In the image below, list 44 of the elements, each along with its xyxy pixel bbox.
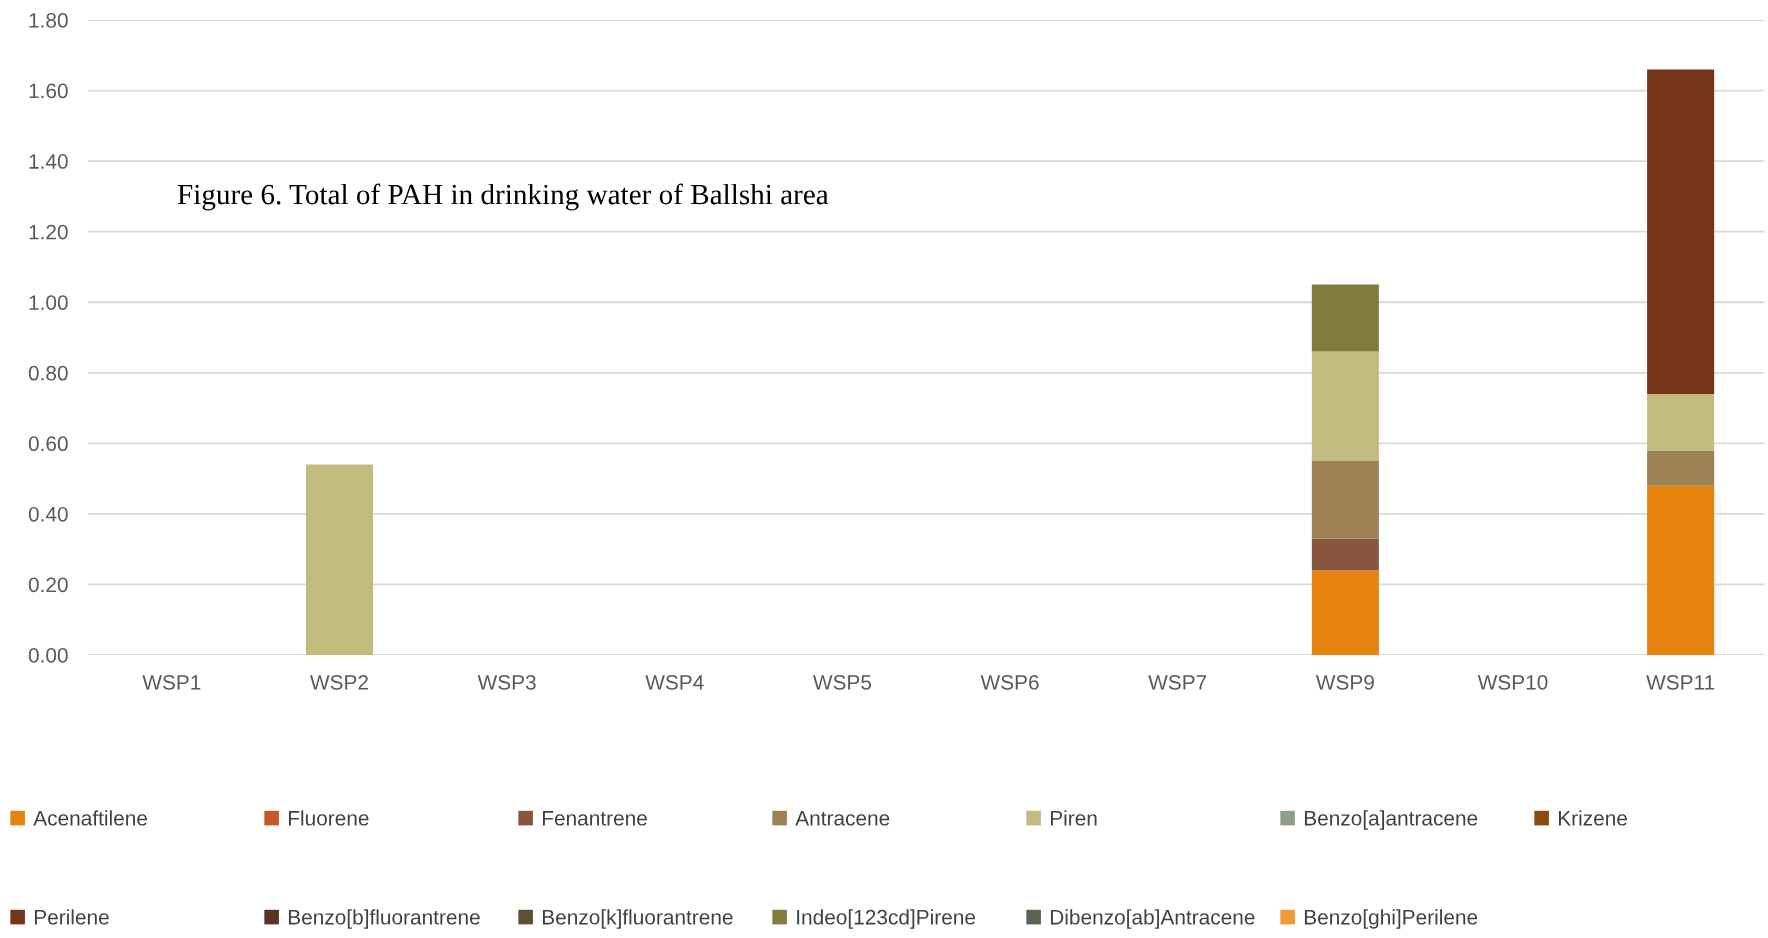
y-tick-label: 1.20 [29, 224, 68, 240]
bar [1311, 538, 1379, 571]
y-tick-label: 0.00 [28, 648, 68, 663]
x-tick-label: WSP10 [1477, 674, 1548, 690]
y-tick-label: 0.20 [28, 577, 68, 593]
legend-label: Dibenzo[ab]Antracene [1050, 909, 1255, 929]
x-tick-label: WSP7 [1148, 674, 1207, 690]
bar [1311, 570, 1379, 655]
x-tick-label: WSP9 [1315, 674, 1374, 690]
bar [1311, 351, 1379, 461]
x-tick-label: WSP1 [142, 674, 201, 690]
x-tick-label: WSP3 [477, 674, 536, 690]
legend-label: Fenantrene [542, 811, 647, 826]
bar [1647, 485, 1715, 655]
y-tick-label: 1.60 [29, 83, 68, 99]
legend-label: Benzo[a]antracene [1304, 810, 1478, 830]
y-tick-label: 0.40 [28, 506, 68, 522]
bar [1647, 69, 1715, 394]
y-tick-label: 0.80 [28, 365, 68, 381]
legend-label: Benzo[ghi]Perilene [1304, 909, 1478, 929]
x-tick-label: WSP6 [980, 674, 1039, 690]
y-tick-label: 1.40 [29, 154, 68, 169]
legend-label: Perilene [34, 909, 109, 925]
legend-label: Antracene [795, 811, 890, 826]
y-tick-label: 0.60 [28, 436, 68, 452]
x-tick-label: WSP5 [812, 674, 872, 690]
legend-label: Benzo[k]fluorantrene [542, 909, 733, 929]
x-tick-label: WSP4 [645, 674, 704, 690]
y-tick-label: 1.80 [29, 13, 68, 28]
legend-label: Acenaftilene [33, 810, 147, 826]
text: Figure 6. Total of PAH in drinking water of Ballshi area [177, 183, 829, 211]
bar [1647, 450, 1715, 486]
y-tick-label: 1.00 [29, 295, 68, 310]
bar [1311, 284, 1379, 352]
legend-label: Fluorene [288, 810, 369, 826]
bar [1311, 460, 1379, 539]
legend-label: Krizene [1558, 810, 1627, 826]
bar [1647, 393, 1715, 451]
x-tick-label: WSP2 [310, 674, 368, 690]
x-tick-label: WSP11 [1646, 674, 1715, 690]
legend-label: Piren [1050, 810, 1097, 826]
bar [305, 464, 373, 655]
legend-label: Benzo[b]fluorantrene [288, 909, 480, 929]
legend-label: Indeo[123cd]Pirene [797, 909, 976, 929]
